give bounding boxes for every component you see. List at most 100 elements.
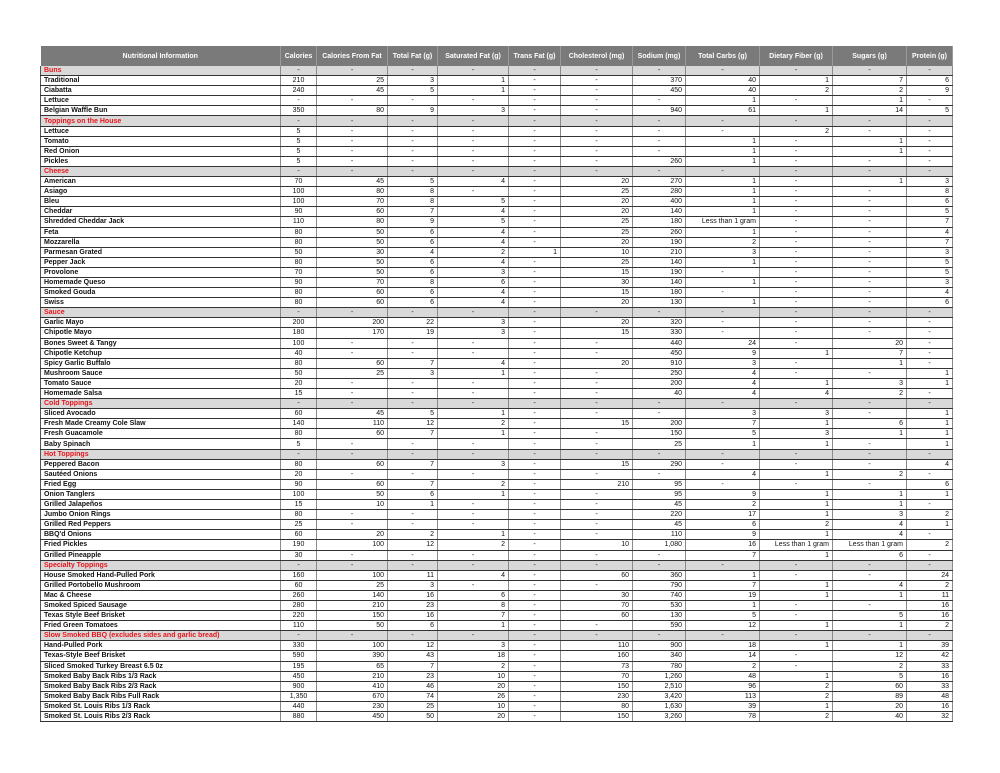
cell-total-fat: 5 xyxy=(387,85,438,97)
cell-trans-fat: - xyxy=(508,529,561,541)
cell-sodium: - xyxy=(632,307,686,319)
cell-sugars: - xyxy=(832,186,907,198)
cell-sugars: 1 xyxy=(832,136,907,147)
cell-trans-fat: - xyxy=(508,146,561,157)
cell-sugars: - xyxy=(832,206,907,218)
cell-sodium: 530 xyxy=(632,600,686,612)
cell-calories: 20 xyxy=(280,469,317,480)
cell-total-fat: 12 xyxy=(387,539,438,551)
cell-dietary-fiber: - xyxy=(759,66,833,77)
cell-trans-fat: - xyxy=(508,66,561,77)
cell-calories: 90 xyxy=(280,479,317,490)
table-row: Provolone 70 50 6 3-15 190- - -5 xyxy=(40,267,953,278)
cell-dietary-fiber: 3 xyxy=(759,428,833,440)
cell-sodium: 220 xyxy=(632,509,686,521)
cell-dietary-fiber: - xyxy=(759,176,833,188)
cell-calories: 280 xyxy=(280,600,317,612)
cell-trans-fat: - xyxy=(508,186,561,198)
cell-calories-from-fat: 410 xyxy=(316,681,388,692)
cell-saturated-fat: 4 xyxy=(437,287,509,299)
cell-calories-from-fat: 80 xyxy=(316,105,388,117)
item-name: House Smoked Hand-Pulled Pork xyxy=(40,570,281,581)
cell-trans-fat: - xyxy=(508,519,561,531)
cell-sugars: - xyxy=(832,66,907,77)
cell-calories-from-fat: - xyxy=(316,95,388,107)
cell-dietary-fiber: 1 xyxy=(759,75,833,87)
cell-protein: - xyxy=(906,166,953,178)
cell-sodium: 1,630 xyxy=(632,701,686,713)
cell-saturated-fat: 2 xyxy=(437,479,509,490)
cell-sugars: 7 xyxy=(832,348,907,359)
cell-sodium: 140 xyxy=(632,257,686,268)
cell-dietary-fiber: 1 xyxy=(759,378,833,390)
cell-cholesterol: 15 xyxy=(560,418,633,430)
cell-trans-fat: - xyxy=(508,368,561,379)
cell-calories-from-fat: 20 xyxy=(316,529,388,541)
cell-total-fat: 16 xyxy=(387,590,438,601)
cell-sugars: - xyxy=(832,600,907,612)
cell-dietary-fiber: - xyxy=(759,115,833,127)
cell-saturated-fat: - xyxy=(437,66,509,77)
table-row: Onion Tanglers 100 50 6 1- -95 9 1 1 1 xyxy=(40,489,953,501)
cell-calories: 30 xyxy=(280,550,317,561)
cell-dietary-fiber: - xyxy=(759,216,833,228)
table-row: Chipotle Ketchup 40- - - - -450 9 1 7- xyxy=(40,348,953,359)
cell-saturated-fat: 6 xyxy=(437,590,509,601)
cell-saturated-fat: 1 xyxy=(437,620,509,632)
table-row: Pepper Jack 80 50 6 4-25 140 1- -5 xyxy=(40,257,953,268)
cell-dietary-fiber: 1 xyxy=(759,438,833,450)
cell-total-carbs: - xyxy=(685,307,760,319)
item-name: Fresh Guacamole xyxy=(40,428,281,440)
cell-sodium: 40 xyxy=(632,388,686,400)
cell-saturated-fat: 2 xyxy=(437,661,509,672)
cell-sodium: - xyxy=(632,166,686,178)
cell-trans-fat: - xyxy=(508,590,561,601)
cell-saturated-fat: - xyxy=(437,186,509,198)
cell-sodium: 260 xyxy=(632,227,686,238)
cell-total-fat: - xyxy=(387,469,438,480)
cell-total-carbs: 1 xyxy=(685,95,760,107)
column-header-saturated-fat: Saturated Fat (g) xyxy=(437,46,509,66)
cell-total-carbs: 1 xyxy=(685,257,760,268)
cell-calories-from-fat: 60 xyxy=(316,297,388,309)
cell-total-fat: 3 xyxy=(387,580,438,591)
cell-sodium: 250 xyxy=(632,368,686,379)
cell-calories-from-fat: 60 xyxy=(316,479,388,490)
cell-protein: 5 xyxy=(906,267,953,278)
cell-protein: 1 xyxy=(906,418,953,430)
table-row: Swiss 80 60 6 4-20 130 1- -6 xyxy=(40,297,953,309)
cell-cholesterol: 10 xyxy=(560,247,633,258)
cell-calories: 200 xyxy=(280,317,317,329)
cell-trans-fat: - xyxy=(508,560,561,571)
cell-calories: 160 xyxy=(280,570,317,581)
cell-sodium: 910 xyxy=(632,358,686,369)
cell-calories: 110 xyxy=(280,620,317,632)
cell-total-carbs: - xyxy=(685,126,760,137)
cell-calories-from-fat: 50 xyxy=(316,489,388,501)
cell-sodium: - xyxy=(632,630,686,642)
cell-total-fat: 50 xyxy=(387,711,438,723)
cell-total-fat: 19 xyxy=(387,327,438,339)
cell-dietary-fiber: - xyxy=(759,368,833,379)
item-name: Cheddar xyxy=(40,206,281,218)
table-row: Grilled Pineapple 30- - - - - -7 1 6- xyxy=(40,550,953,561)
cell-trans-fat: - xyxy=(508,691,561,702)
cell-total-fat: - xyxy=(387,388,438,400)
cell-saturated-fat: 6 xyxy=(437,277,509,289)
cell-total-fat: - xyxy=(387,95,438,107)
cell-calories-from-fat: 50 xyxy=(316,257,388,268)
cell-total-carbs: - xyxy=(685,479,760,490)
cell-sugars: - xyxy=(832,156,907,167)
cell-saturated-fat: 2 xyxy=(437,539,509,551)
cell-cholesterol: - xyxy=(560,580,633,591)
cell-protein: 16 xyxy=(906,610,953,622)
cell-saturated-fat: 10 xyxy=(437,701,509,713)
cell-calories: 15 xyxy=(280,499,317,511)
cell-calories: 80 xyxy=(280,287,317,299)
cell-sodium: 140 xyxy=(632,277,686,289)
table-row: Sliced Avocado 60 45 5 1- - -3 3-1 xyxy=(40,408,953,420)
item-name: Belgian Waffle Bun xyxy=(40,105,281,117)
cell-dietary-fiber: 3 xyxy=(759,408,833,420)
cell-calories-from-fat: - xyxy=(316,338,388,349)
section-title: Cheese xyxy=(40,166,281,178)
